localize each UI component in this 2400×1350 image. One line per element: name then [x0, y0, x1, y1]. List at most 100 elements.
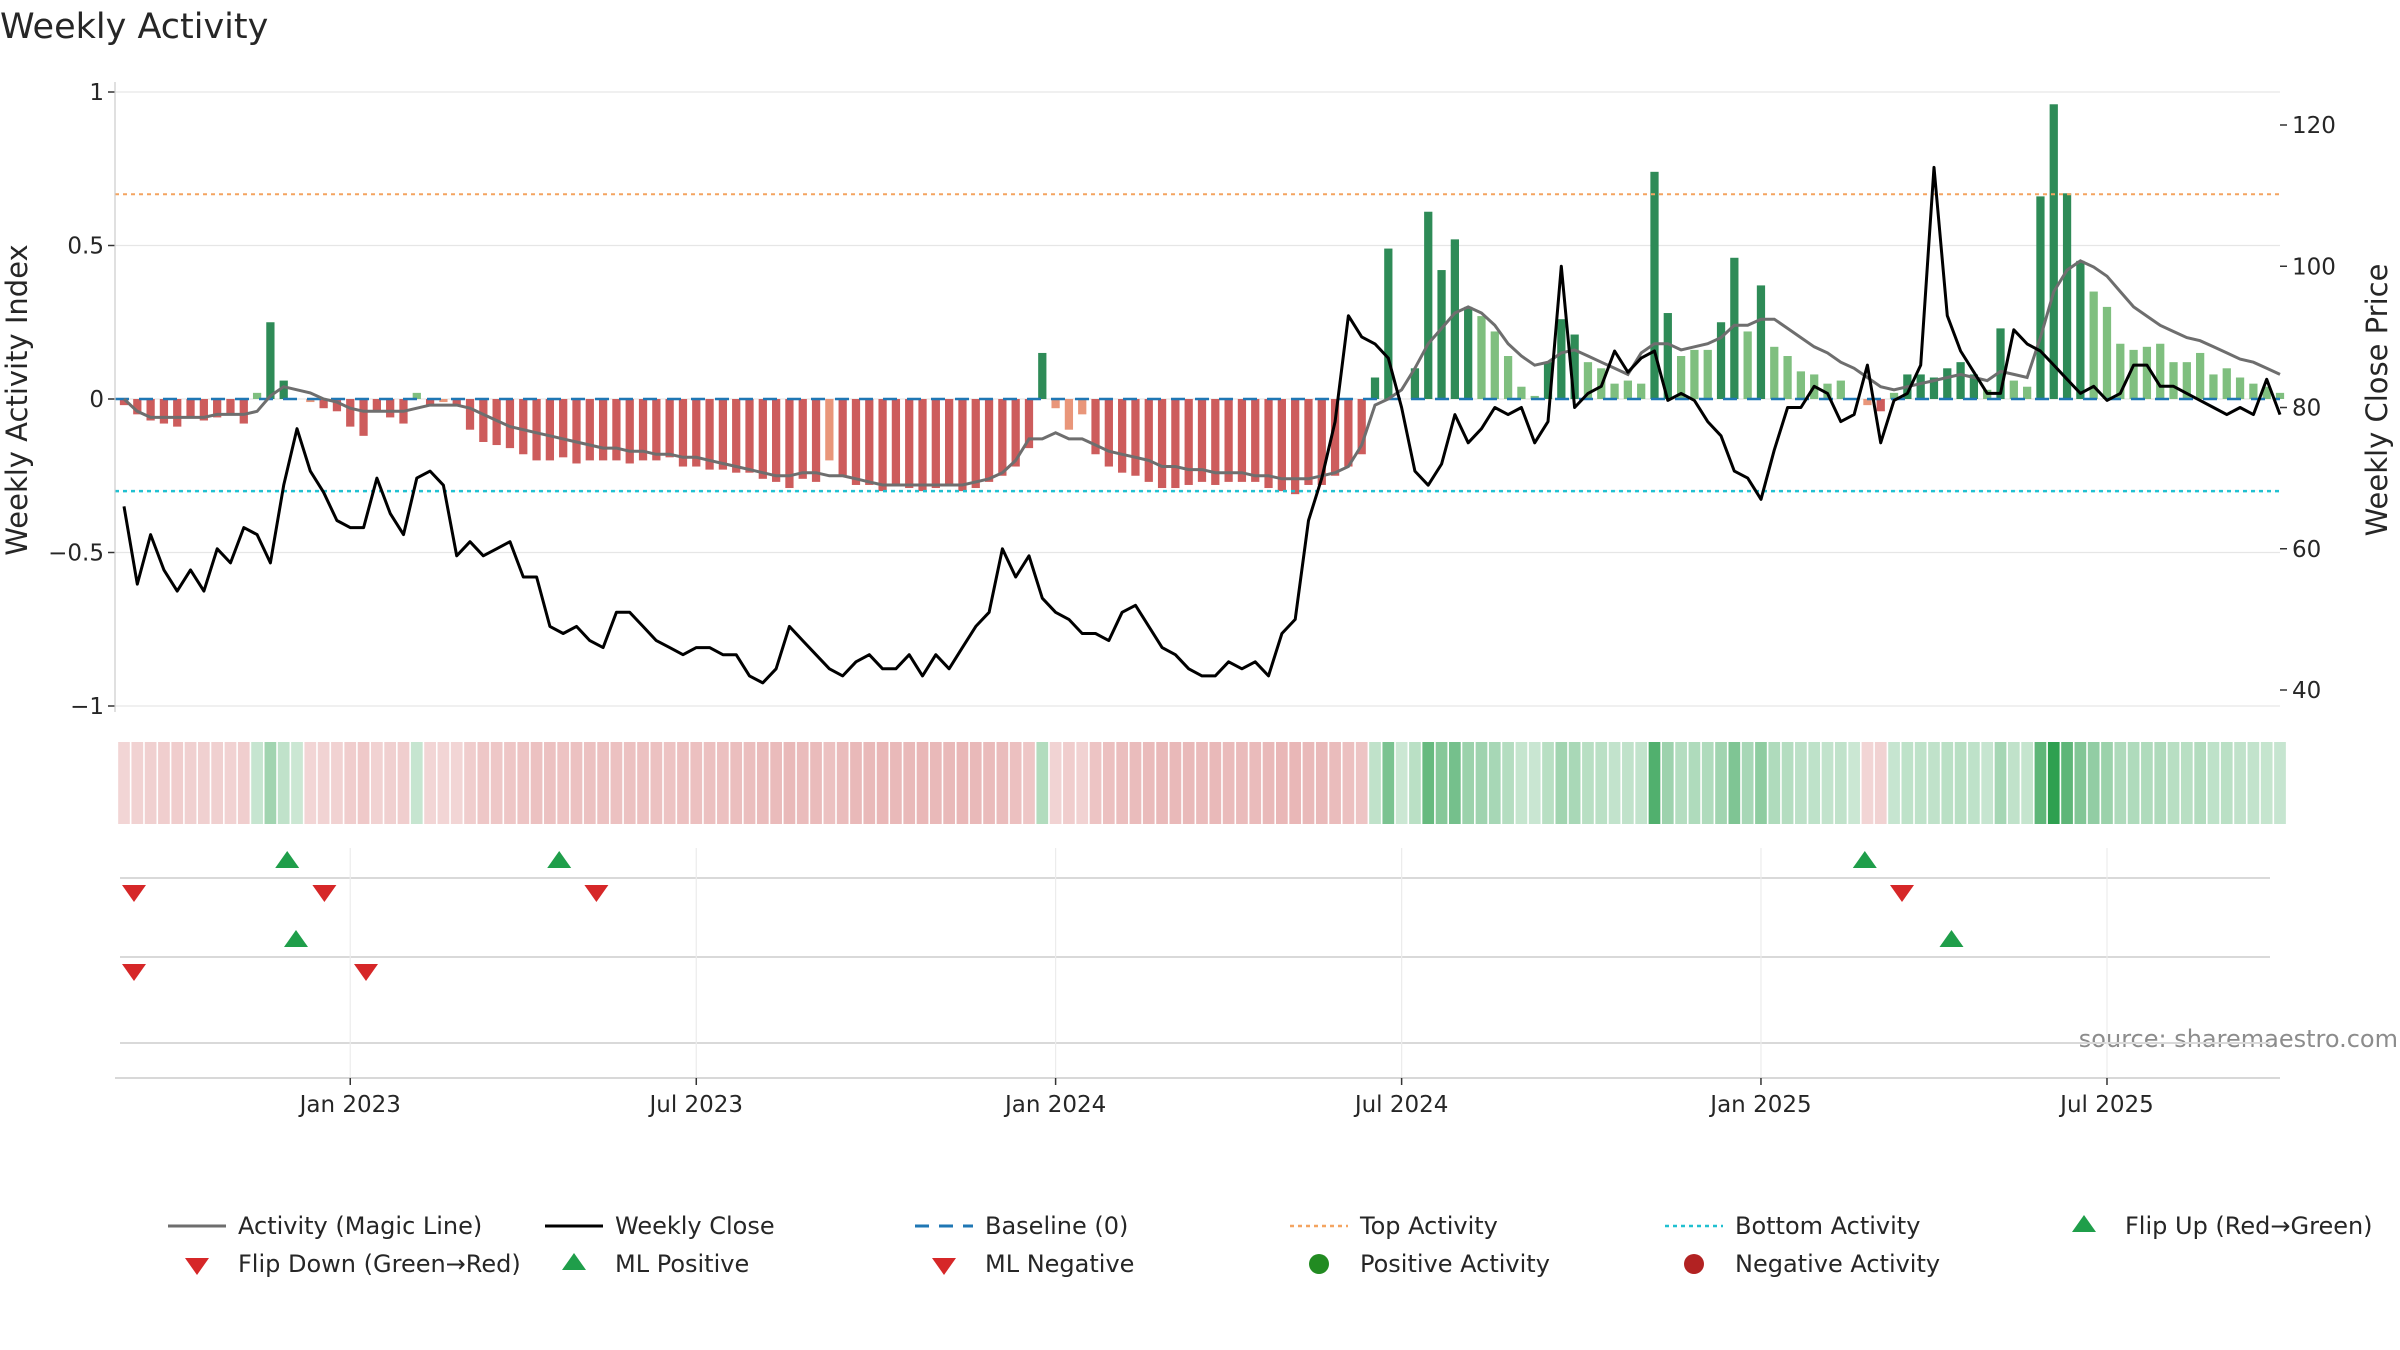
activity-bar — [1410, 368, 1420, 399]
legend-label: Bottom Activity — [1735, 1212, 1920, 1240]
legend-label: Weekly Close — [615, 1212, 775, 1240]
activity-bars — [119, 104, 2285, 495]
activity-bar — [1543, 362, 1553, 399]
heat-cell — [2260, 742, 2273, 824]
activity-bar — [2023, 386, 2032, 399]
heat-cell — [317, 742, 330, 824]
heat-cell — [384, 742, 397, 824]
heat-cell — [1914, 742, 1927, 824]
activity-bar — [2076, 260, 2085, 399]
legend-label: Negative Activity — [1735, 1250, 1940, 1278]
activity-bar — [1490, 331, 1499, 399]
activity-bar — [878, 399, 887, 492]
flip-up-marker — [275, 851, 300, 868]
flip-down-marker — [584, 885, 609, 902]
heat-cell — [2234, 742, 2246, 824]
activity-bar — [146, 399, 155, 421]
activity-bar — [971, 399, 980, 489]
activity-bar — [2209, 374, 2218, 399]
activity-bar — [1916, 374, 1925, 399]
heat-cell — [1808, 742, 1821, 824]
legend-label: ML Positive — [615, 1250, 749, 1278]
activity-bar — [2275, 392, 2285, 399]
activity-bar — [559, 399, 568, 458]
activity-bar — [1118, 399, 1127, 473]
heat-cell — [2207, 742, 2220, 824]
heat-cell — [1994, 742, 2007, 824]
heat-cell — [1675, 742, 1687, 824]
heat-cell — [1981, 742, 1994, 824]
heat-cell — [264, 742, 277, 824]
legend-item: Weekly Close — [545, 1212, 775, 1240]
legend-item: Flip Up (Red→Green) — [2072, 1212, 2373, 1240]
activity-bar — [1078, 399, 1087, 415]
activity-bar — [1716, 322, 1726, 399]
y-tick-label: −1 — [70, 694, 104, 720]
activity-bar — [678, 399, 688, 467]
heat-cell — [1049, 742, 1062, 824]
activity-bar — [279, 380, 288, 399]
activity-bar — [825, 399, 834, 461]
heat-cell — [876, 742, 889, 824]
heat-cell — [903, 742, 916, 824]
heat-cell — [1888, 742, 1900, 824]
activity-bar — [1530, 395, 1539, 399]
legend-label: Activity (Magic Line) — [238, 1212, 482, 1240]
legend-item: ML Positive — [562, 1250, 749, 1278]
activity-bar — [1144, 399, 1153, 482]
x-tick-label: Jul 2023 — [647, 1092, 743, 1118]
heat-cell — [730, 742, 743, 824]
heat-cell — [597, 742, 609, 824]
activity-bar — [918, 399, 927, 492]
activity-bar — [532, 399, 541, 461]
activity-bar — [1464, 306, 1473, 399]
activity-bar — [332, 399, 342, 412]
heat-cell — [1435, 742, 1448, 824]
heat-cell — [1861, 742, 1874, 824]
activity-bar — [838, 399, 847, 476]
heat-cell — [743, 742, 756, 824]
heat-cell — [1076, 742, 1089, 824]
legend-item: Flip Down (Green→Red) — [185, 1250, 521, 1278]
heat-cell — [2074, 742, 2087, 824]
x-axis: Jan 2023 Jul 2023 Jan 2024 Jul 2024 Jan 2025… — [115, 1077, 2280, 1118]
activity-bar — [692, 399, 701, 467]
activity-bar — [1171, 399, 1180, 489]
legend-swatch-down — [185, 1258, 209, 1275]
activity-bar — [1823, 383, 1832, 399]
heat-cell — [544, 742, 556, 824]
heat-cell — [1528, 742, 1541, 824]
activity-bar — [1344, 399, 1353, 467]
y2-axis-title: Weekly Close Price — [2360, 264, 2394, 537]
heat-cell — [2180, 742, 2193, 824]
heat-cell — [1116, 742, 1129, 824]
source-label: source: sharemaestro.com — [2079, 1025, 2398, 1053]
activity-heat-strip — [118, 742, 2286, 824]
heat-cell — [836, 742, 849, 824]
activity-bar — [1876, 399, 1885, 412]
activity-bar — [2222, 368, 2231, 399]
heat-cell — [983, 742, 995, 824]
activity-bar — [1131, 399, 1140, 476]
activity-bar — [186, 399, 195, 418]
heat-cell — [1355, 742, 1368, 824]
activity-bar — [1184, 399, 1193, 485]
activity-bar — [1623, 380, 1633, 399]
heat-cell — [344, 742, 357, 824]
activity-bar — [905, 399, 914, 489]
activity-bar — [1437, 270, 1446, 399]
activity-bar — [359, 399, 368, 436]
heat-cell — [1089, 742, 1102, 824]
heat-cell — [1462, 742, 1475, 824]
activity-bar — [412, 392, 421, 399]
heat-cell — [650, 742, 663, 824]
y-tick-label: 0 — [89, 387, 104, 413]
activity-bar — [252, 392, 262, 399]
activity-bar — [1051, 399, 1060, 409]
heat-cell — [2220, 742, 2233, 824]
heat-cell — [1129, 742, 1142, 824]
heat-cell — [184, 742, 197, 824]
activity-bar — [1996, 328, 2005, 399]
y-tick-label: 0.5 — [67, 234, 104, 260]
